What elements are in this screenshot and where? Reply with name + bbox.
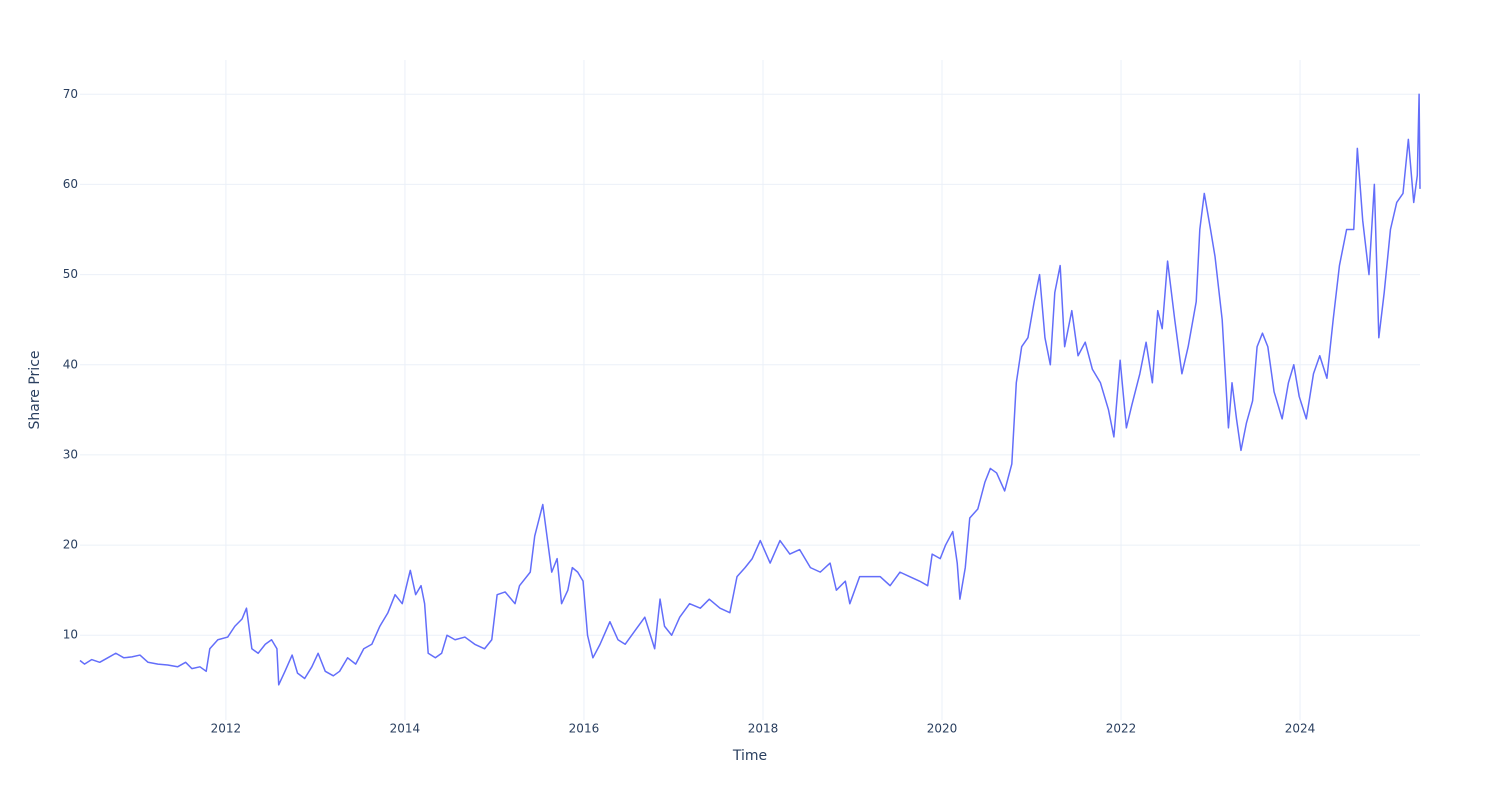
- price-line: [79, 93, 1421, 686]
- x-tick-label: 2024: [1285, 722, 1316, 736]
- y-axis-title: Share Price: [27, 350, 43, 429]
- x-tick-label: 2014: [390, 722, 421, 736]
- y-tick-label: 40: [63, 357, 78, 371]
- y-tick-label: 30: [63, 447, 78, 461]
- x-tick-label: 2012: [211, 722, 242, 736]
- y-tick-label: 10: [63, 628, 78, 642]
- x-tick-label: 2018: [748, 722, 779, 736]
- x-tick-label: 2016: [569, 722, 600, 736]
- y-tick-label: 70: [63, 87, 78, 101]
- y-tick-label: 60: [63, 177, 78, 191]
- x-axis-title: Time: [732, 748, 767, 764]
- y-tick-label: 50: [63, 267, 78, 281]
- y-tick-label: 20: [63, 538, 78, 552]
- x-tick-label: 2022: [1106, 722, 1137, 736]
- x-tick-label: 2020: [927, 722, 958, 736]
